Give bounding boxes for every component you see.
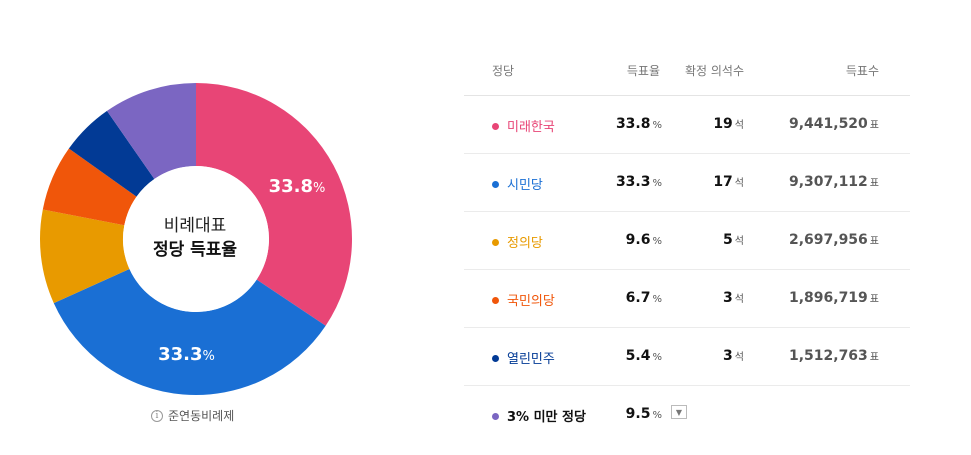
- votes-unit: 표: [869, 120, 879, 131]
- table-header: 정당 득표율 확정 의석수 득표수: [464, 50, 910, 96]
- seats-unit: 석: [734, 294, 744, 305]
- note-text: 준연동비례제: [168, 409, 235, 423]
- rate-value: 6.7: [625, 290, 651, 306]
- table-row: 시민당 33.3% 17 석 9,307,112 표: [464, 154, 910, 212]
- seats-unit: 석: [734, 352, 744, 363]
- rate-value: 9.6: [625, 232, 651, 248]
- party-name: 국민의당: [492, 290, 555, 309]
- header-rate: 득표율: [626, 64, 660, 78]
- pie-slice: [53, 268, 326, 396]
- party-label: 열린민주: [507, 352, 555, 367]
- party-color-dot: [492, 239, 499, 246]
- pie-slice: [196, 83, 353, 326]
- seat-count: 19 석: [713, 116, 744, 132]
- party-color-dot: [492, 355, 499, 362]
- seats-unit: 석: [734, 120, 744, 131]
- party-color-dot: [492, 297, 499, 304]
- chart-center-label: 비례대표 정당 득표율: [120, 214, 270, 262]
- seats-value: 19: [713, 116, 733, 132]
- pie-slice: [42, 148, 137, 226]
- vote-rate: 9.5%: [626, 406, 662, 422]
- note: i 준연동비례제: [151, 407, 234, 424]
- seats-value: 3: [723, 290, 733, 306]
- vote-rate: 5.4%: [626, 348, 662, 364]
- votes-unit: 표: [869, 236, 879, 247]
- vote-count: 2,697,956 표: [789, 232, 879, 248]
- vote-rate: 9.6%: [626, 232, 662, 248]
- party-label: 정의당: [507, 236, 543, 251]
- rate-unit: %: [652, 236, 662, 247]
- votes-value: 1,896,719: [788, 290, 868, 306]
- rate-unit: %: [652, 410, 662, 421]
- rate-unit: %: [652, 120, 662, 131]
- party-label: 미래한국: [507, 120, 555, 135]
- seats-value: 17: [713, 174, 733, 190]
- votes-unit: 표: [869, 178, 879, 189]
- votes-value: 1,512,763: [788, 348, 868, 364]
- results-table: 정당 득표율 확정 의석수 득표수 미래한국 33.8% 19 석 9,441,5…: [464, 50, 910, 443]
- header-seats: 확정 의석수: [684, 64, 744, 78]
- chevron-down-icon: ▼: [675, 407, 683, 417]
- party-name: 정의당: [492, 232, 543, 251]
- slice-value-label: 33.3%: [158, 344, 215, 365]
- seats-unit: 석: [734, 236, 744, 247]
- rate-value: 5.4: [625, 348, 651, 364]
- table-row: 미래한국 33.8% 19 석 9,441,520 표: [464, 96, 910, 154]
- pie-slice: [39, 209, 130, 304]
- donut-chart: 33.8% 33.3%: [39, 83, 353, 396]
- vote-count: 9,441,520 표: [789, 116, 879, 132]
- seats-value: 5: [723, 232, 733, 248]
- votes-unit: 표: [869, 352, 879, 363]
- rate-value: 9.5: [625, 406, 651, 422]
- rate-value: 33.8: [615, 116, 651, 132]
- vote-rate: 33.8%: [616, 116, 662, 132]
- slice-value-label: 33.8%: [269, 176, 326, 197]
- votes-value: 9,307,112: [788, 174, 868, 190]
- party-name: 열린민주: [492, 348, 555, 367]
- votes-unit: 표: [869, 294, 879, 305]
- center-line1: 비례대표: [163, 216, 227, 236]
- vote-count: 1,512,763 표: [789, 348, 879, 364]
- center-line2: 정당 득표율: [152, 240, 238, 260]
- party-color-dot: [492, 413, 499, 420]
- votes-value: 2,697,956: [788, 232, 868, 248]
- party-name: 시민당: [492, 174, 543, 193]
- seats-value: 3: [723, 348, 733, 364]
- party-name: 3% 미만 정당: [492, 406, 586, 425]
- vote-rate: 6.7%: [626, 290, 662, 306]
- party-color-dot: [492, 181, 499, 188]
- info-icon[interactable]: i: [151, 409, 163, 422]
- header-party: 정당: [492, 64, 515, 78]
- seat-count: 17 석: [713, 174, 744, 190]
- seats-unit: 석: [734, 178, 744, 189]
- party-name: 미래한국: [492, 116, 555, 135]
- vote-count: 1,896,719 표: [789, 290, 879, 306]
- table-row: 3% 미만 정당 9.5% ▼: [464, 386, 910, 443]
- rate-value: 33.3: [615, 174, 651, 190]
- party-label: 3% 미만 정당: [507, 410, 586, 425]
- party-color-dot: [492, 123, 499, 130]
- vote-rate: 33.3%: [616, 174, 662, 190]
- party-label: 시민당: [507, 178, 543, 193]
- vote-count: 9,307,112 표: [789, 174, 879, 190]
- donut-hole: [123, 166, 269, 312]
- expand-toggle-button[interactable]: ▼: [671, 405, 687, 419]
- votes-value: 9,441,520: [788, 116, 868, 132]
- pie-slice: [106, 83, 196, 180]
- pie-slice: [68, 110, 155, 197]
- rate-unit: %: [652, 294, 662, 305]
- rate-unit: %: [652, 178, 662, 189]
- header-votes: 득표수: [845, 64, 879, 78]
- party-label: 국민의당: [507, 294, 555, 309]
- rate-unit: %: [652, 352, 662, 363]
